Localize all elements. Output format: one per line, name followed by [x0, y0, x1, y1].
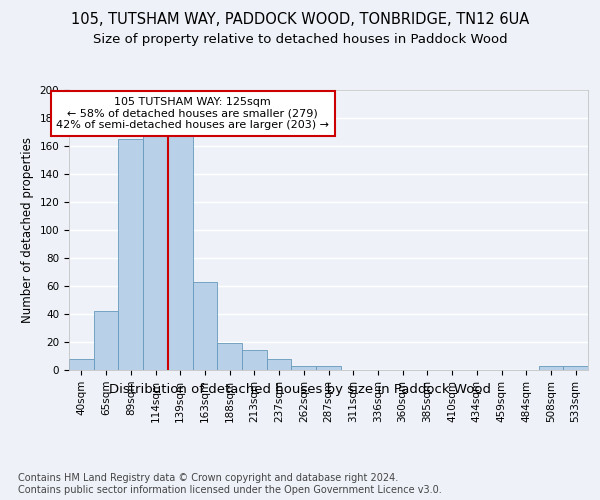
Text: Distribution of detached houses by size in Paddock Wood: Distribution of detached houses by size …	[109, 382, 491, 396]
Bar	[143, 135, 168, 370]
Bar	[539, 366, 563, 370]
Bar	[242, 350, 267, 370]
Bar	[316, 366, 341, 370]
Y-axis label: Number of detached properties: Number of detached properties	[21, 137, 34, 323]
Bar	[69, 359, 94, 370]
Bar	[94, 311, 118, 370]
Text: Contains HM Land Registry data © Crown copyright and database right 2024.
Contai: Contains HM Land Registry data © Crown c…	[18, 474, 442, 495]
Bar	[563, 366, 588, 370]
Text: 105 TUTSHAM WAY: 125sqm
← 58% of detached houses are smaller (279)
42% of semi-d: 105 TUTSHAM WAY: 125sqm ← 58% of detache…	[56, 97, 329, 130]
Bar	[217, 344, 242, 370]
Bar	[168, 135, 193, 370]
Bar	[292, 366, 316, 370]
Bar	[193, 282, 217, 370]
Bar	[267, 359, 292, 370]
Text: 105, TUTSHAM WAY, PADDOCK WOOD, TONBRIDGE, TN12 6UA: 105, TUTSHAM WAY, PADDOCK WOOD, TONBRIDG…	[71, 12, 529, 28]
Bar	[118, 139, 143, 370]
Text: Size of property relative to detached houses in Paddock Wood: Size of property relative to detached ho…	[92, 32, 508, 46]
